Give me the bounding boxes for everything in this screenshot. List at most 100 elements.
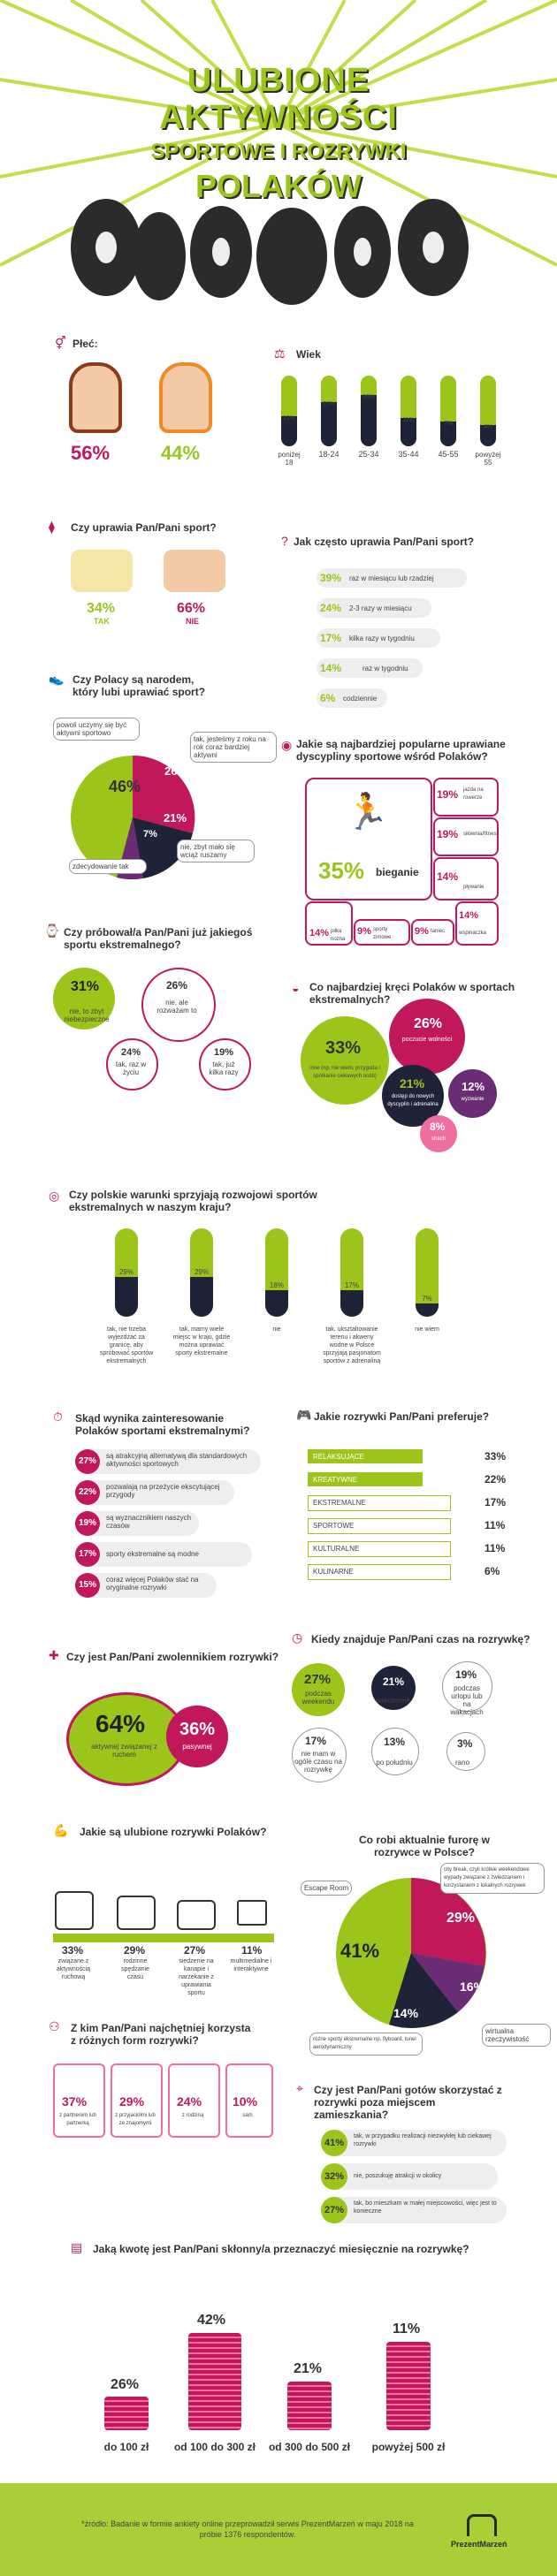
company-box-3 [168,2063,220,2138]
travel-pct-2: 32% [321,2163,347,2190]
time-title: Kiedy znajduje Pan/Pani czas na rozrywkę… [311,1633,530,1645]
popular-b3l: taniec [431,929,446,934]
gamepad-icon: 🎮 [296,1408,312,1422]
favorite-bike-icon [55,1891,94,1930]
trend-b-label: city break, czyli krótkie weekendowe wyp… [440,1863,545,1894]
popular-main-box [305,778,432,900]
time-e-pct: 13% [384,1736,406,1748]
footer-logo-icon [467,2514,497,2536]
female-avatar [69,362,122,433]
age-label-5: 45-55 [438,450,459,459]
company-pct-1: 37% [62,2094,88,2109]
time-f [446,1732,485,1771]
watch-icon: ⌚ [44,923,60,938]
nation-p1: 46% [109,778,141,795]
extreme-c-label: dostęp do nowych dyscyplin i adrenalina [387,1094,439,1107]
gender-title: Płeć: [72,338,98,350]
time-c [442,1661,492,1712]
company-pct-3: 24% [177,2094,202,2109]
extreme-d [448,1069,497,1118]
entertainment-list: RELAKSUJĄCE 33% KREATYWNE 22% EKSTREMALN… [308,1449,520,1626]
time-b-label: wieczorem [376,1697,411,1705]
company-box-2 [111,2063,163,2138]
puzzle-icon: ✚ [49,1648,59,1662]
tried-b-label: nie, ale rozważam to [156,999,197,1014]
rock-icon: ◒ [292,981,300,995]
nation-c1: powoli uczymy się być aktywni sportowo [53,718,140,741]
tried-d [199,1038,251,1090]
ent-pct-3: 17% [485,1496,507,1508]
company-label-4: sam [242,2113,253,2118]
sport-no-label: NIE [186,617,200,626]
popular-r3l: pływanie [463,885,485,890]
popular-title: Jakie są najbardziej popularne uprawiane… [296,738,506,763]
extreme-e [420,1115,457,1152]
age-val-5: 7% [443,421,454,427]
age-label-3: 25-34 [358,450,379,459]
nation-p3: 21% [164,811,187,824]
supporter-b-label: pasywnej [182,1743,212,1751]
fav-label-1: związane z aktywnością ruchową [56,1958,91,1980]
interest-label-4: sporty ekstremalne są modne [106,1550,199,1558]
company-box-4 [225,2063,273,2138]
interest-label-2: pozwalają na przeżycie ekscytującej przy… [106,1483,220,1499]
popular-r3: 14% [437,870,459,883]
sport-yes-pct: 34% [87,601,116,616]
tried-a-label: nie, to zbyt niebezpieczne [64,1007,110,1023]
cond-val-2: 29% [194,1268,209,1276]
supporter-a-pct: 64% [95,1710,146,1737]
trend-d-pct: 14% [393,2006,419,2020]
wallet-icon: ▤ [71,2240,83,2254]
tried-c-pct: 24% [121,1047,141,1058]
time-c-label: podczas urlopu lub na wakacjach [450,1684,484,1716]
extreme-d-pct: 12% [462,1080,485,1093]
extreme-e-pct: 8% [430,1121,446,1133]
tried-d-pct: 19% [214,1047,234,1058]
popular-b3: 9% [415,926,429,937]
budget-val-2: 42% [197,2313,226,2328]
trend-c-label: wirtualna rzeczywistość [482,2024,551,2047]
popular-b1: 14% [309,928,330,938]
time-a-pct: 27% [304,1672,332,1687]
tried-a [53,968,115,1030]
nation-title: Czy Polacy są narodem, który lubi uprawi… [72,673,206,698]
freq-pct-5: 6% [320,692,336,704]
interest-title: Skąd wynika zainteresowanie Polaków spor… [75,1412,250,1437]
ent-label-2: KREATYWNE [313,1476,358,1484]
tried-c [106,1038,158,1090]
ent-label-3: EKSTREMALNE [313,1499,366,1507]
footer-brand[interactable]: PrezentMarzeń [451,2540,507,2549]
pin-icon: ⌖ [296,2081,303,2095]
favorite-family-icon [117,1896,156,1930]
freq-pct-1: 39% [320,572,342,584]
interest-pct-4: 17% [75,1542,100,1567]
header-title-3: SPORTOWE I ROZRYWKI [150,140,407,163]
fav-label-3: siedzenie na kanapie i narzekanie z upra… [179,1958,214,1996]
tried-a-pct: 31% [71,979,100,994]
age-title: Wiek [296,348,321,361]
time-a [292,1663,345,1716]
age-chart: 12% 27% 39% 11% 7% 4% poniżej 18 18-24 2… [278,376,511,477]
sport-yes-figures [71,550,133,592]
conditions-title: Czy polskie warunki sprzyjają rozwojowi … [69,1189,317,1213]
extreme-a [301,1016,389,1105]
extreme-a-pct: 33% [325,1038,362,1058]
company-title: Z kim Pan/Pani najchętniej korzysta z ró… [71,2022,251,2047]
favorite-title: Jakie są ulubione rozrywki Polaków? [80,1826,267,1838]
time-f-pct: 3% [457,1737,473,1750]
popular-main-pct: 35% [318,857,365,884]
travel-pct-1: 41% [321,2130,347,2156]
age-label-4: 35-44 [398,450,419,459]
trend-c-pct: 16% [460,1979,485,1994]
nation-p2: 26% [164,764,188,778]
travel-title: Czy jest Pan/Pani gotów skorzystać z roz… [314,2084,502,2121]
popular-b4-box [455,901,499,946]
travel-pct-3: 27% [321,2197,347,2223]
interest-label-5: coraz więcej Polaków stać na oryginalne … [106,1576,199,1592]
popular-main-label: bieganie [376,866,419,878]
nation-c4: zdecydowanie tak [69,859,147,874]
sport-yes-label: TAK [94,617,110,626]
cond-label-4: tak, uksztaltowanie terenu i akweny wodn… [323,1326,381,1364]
budget-stack-1 [104,2397,149,2430]
